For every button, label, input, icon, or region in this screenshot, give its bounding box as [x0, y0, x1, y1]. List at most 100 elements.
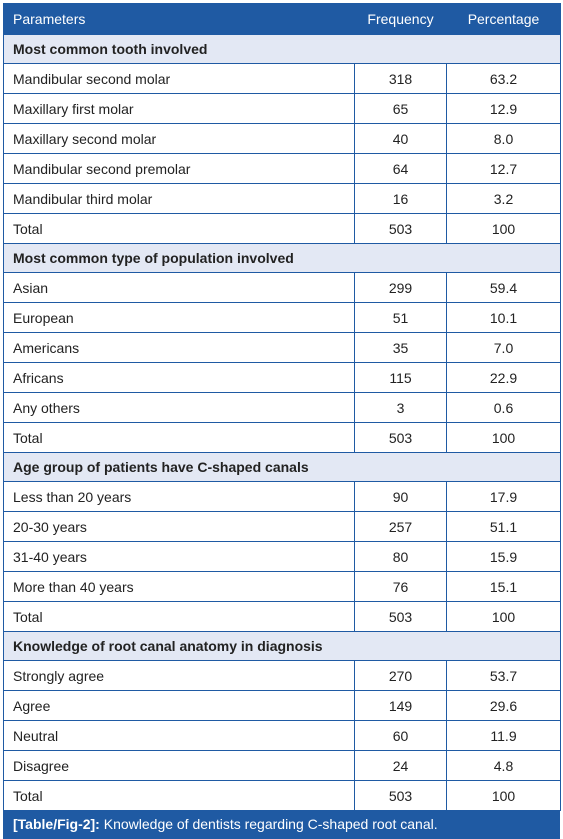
table-row: More than 40 years 76 15.1 — [3, 571, 561, 602]
frequency-cell: 40 — [354, 123, 447, 154]
percentage-cell: 100 — [446, 213, 561, 244]
percentage-cell: 63.2 — [446, 63, 561, 94]
frequency-cell: 503 — [354, 422, 447, 453]
frequency-cell: 503 — [354, 601, 447, 632]
header-percentage: Percentage — [446, 3, 561, 35]
row-label: European — [3, 302, 355, 333]
table-row: Mandibular second premolar 64 12.7 — [3, 153, 561, 184]
table-row: Asian 299 59.4 — [3, 272, 561, 303]
row-label: Maxillary first molar — [3, 93, 355, 124]
frequency-cell: 51 — [354, 302, 447, 333]
table-body: Most common tooth involved Mandibular sec… — [3, 34, 561, 811]
frequency-cell: 3 — [354, 392, 447, 423]
section-title: Knowledge of root canal anatomy in diagn… — [3, 631, 561, 661]
percentage-cell: 7.0 — [446, 332, 561, 363]
header-frequency: Frequency — [354, 3, 447, 35]
row-label: Africans — [3, 362, 355, 393]
table-row: Total 503 100 — [3, 601, 561, 632]
percentage-cell: 29.6 — [446, 690, 561, 721]
table-row: Total 503 100 — [3, 422, 561, 453]
table-row: Disagree 24 4.8 — [3, 750, 561, 781]
percentage-cell: 51.1 — [446, 511, 561, 542]
frequency-cell: 90 — [354, 481, 447, 512]
row-label: Neutral — [3, 720, 355, 751]
percentage-cell: 100 — [446, 780, 561, 811]
section-header-row: Most common tooth involved — [3, 34, 561, 64]
frequency-cell: 64 — [354, 153, 447, 184]
table-row: Mandibular second molar 318 63.2 — [3, 63, 561, 94]
frequency-cell: 60 — [354, 720, 447, 751]
header-row: Parameters Frequency Percentage — [3, 3, 561, 35]
caption-text: Knowledge of dentists regarding C-shaped… — [103, 816, 438, 832]
row-label: Any others — [3, 392, 355, 423]
table-row: Maxillary first molar 65 12.9 — [3, 93, 561, 124]
row-label: 20-30 years — [3, 511, 355, 542]
percentage-cell: 22.9 — [446, 362, 561, 393]
frequency-cell: 270 — [354, 660, 447, 691]
section-title: Age group of patients have C-shaped cana… — [3, 452, 561, 482]
table-row: Strongly agree 270 53.7 — [3, 660, 561, 691]
table-row: Maxillary second molar 40 8.0 — [3, 123, 561, 154]
percentage-cell: 0.6 — [446, 392, 561, 423]
row-label: Total — [3, 213, 355, 244]
percentage-cell: 59.4 — [446, 272, 561, 303]
row-label: Total — [3, 780, 355, 811]
section-header-row: Knowledge of root canal anatomy in diagn… — [3, 631, 561, 661]
frequency-cell: 80 — [354, 541, 447, 572]
frequency-cell: 35 — [354, 332, 447, 363]
row-label: Americans — [3, 332, 355, 363]
frequency-cell: 257 — [354, 511, 447, 542]
table-row: 20-30 years 257 51.1 — [3, 511, 561, 542]
percentage-cell: 12.9 — [446, 93, 561, 124]
percentage-cell: 12.7 — [446, 153, 561, 184]
row-label: Total — [3, 422, 355, 453]
table-row: Less than 20 years 90 17.9 — [3, 481, 561, 512]
table-row: Africans 115 22.9 — [3, 362, 561, 393]
table-row: European 51 10.1 — [3, 302, 561, 333]
table-figure: Parameters Frequency Percentage Most com… — [3, 3, 561, 839]
table-row: Agree 149 29.6 — [3, 690, 561, 721]
frequency-cell: 24 — [354, 750, 447, 781]
percentage-cell: 10.1 — [446, 302, 561, 333]
frequency-cell: 503 — [354, 780, 447, 811]
table-row: Any others 3 0.6 — [3, 392, 561, 423]
percentage-cell: 8.0 — [446, 123, 561, 154]
data-table: Parameters Frequency Percentage Most com… — [3, 3, 561, 811]
table-caption: [Table/Fig-2]: Knowledge of dentists reg… — [3, 811, 560, 839]
row-label: Mandibular third molar — [3, 183, 355, 214]
frequency-cell: 503 — [354, 213, 447, 244]
caption-tag: [Table/Fig-2]: — [13, 816, 100, 832]
percentage-cell: 53.7 — [446, 660, 561, 691]
row-label: Maxillary second molar — [3, 123, 355, 154]
row-label: Mandibular second premolar — [3, 153, 355, 184]
header-parameters: Parameters — [3, 3, 355, 35]
percentage-cell: 17.9 — [446, 481, 561, 512]
percentage-cell: 4.8 — [446, 750, 561, 781]
row-label: Disagree — [3, 750, 355, 781]
percentage-cell: 11.9 — [446, 720, 561, 751]
row-label: More than 40 years — [3, 571, 355, 602]
percentage-cell: 100 — [446, 601, 561, 632]
section-title: Most common type of population involved — [3, 243, 561, 273]
table-row: 31-40 years 80 15.9 — [3, 541, 561, 572]
table-row: Total 503 100 — [3, 213, 561, 244]
frequency-cell: 149 — [354, 690, 447, 721]
row-label: Mandibular second molar — [3, 63, 355, 94]
section-header-row: Age group of patients have C-shaped cana… — [3, 452, 561, 482]
percentage-cell: 3.2 — [446, 183, 561, 214]
frequency-cell: 76 — [354, 571, 447, 602]
row-label: Strongly agree — [3, 660, 355, 691]
frequency-cell: 16 — [354, 183, 447, 214]
percentage-cell: 15.1 — [446, 571, 561, 602]
frequency-cell: 318 — [354, 63, 447, 94]
row-label: Less than 20 years — [3, 481, 355, 512]
row-label: Asian — [3, 272, 355, 303]
section-header-row: Most common type of population involved — [3, 243, 561, 273]
frequency-cell: 115 — [354, 362, 447, 393]
frequency-cell: 299 — [354, 272, 447, 303]
table-row: Neutral 60 11.9 — [3, 720, 561, 751]
table-row: Americans 35 7.0 — [3, 332, 561, 363]
percentage-cell: 15.9 — [446, 541, 561, 572]
table-row: Total 503 100 — [3, 780, 561, 811]
row-label: Agree — [3, 690, 355, 721]
